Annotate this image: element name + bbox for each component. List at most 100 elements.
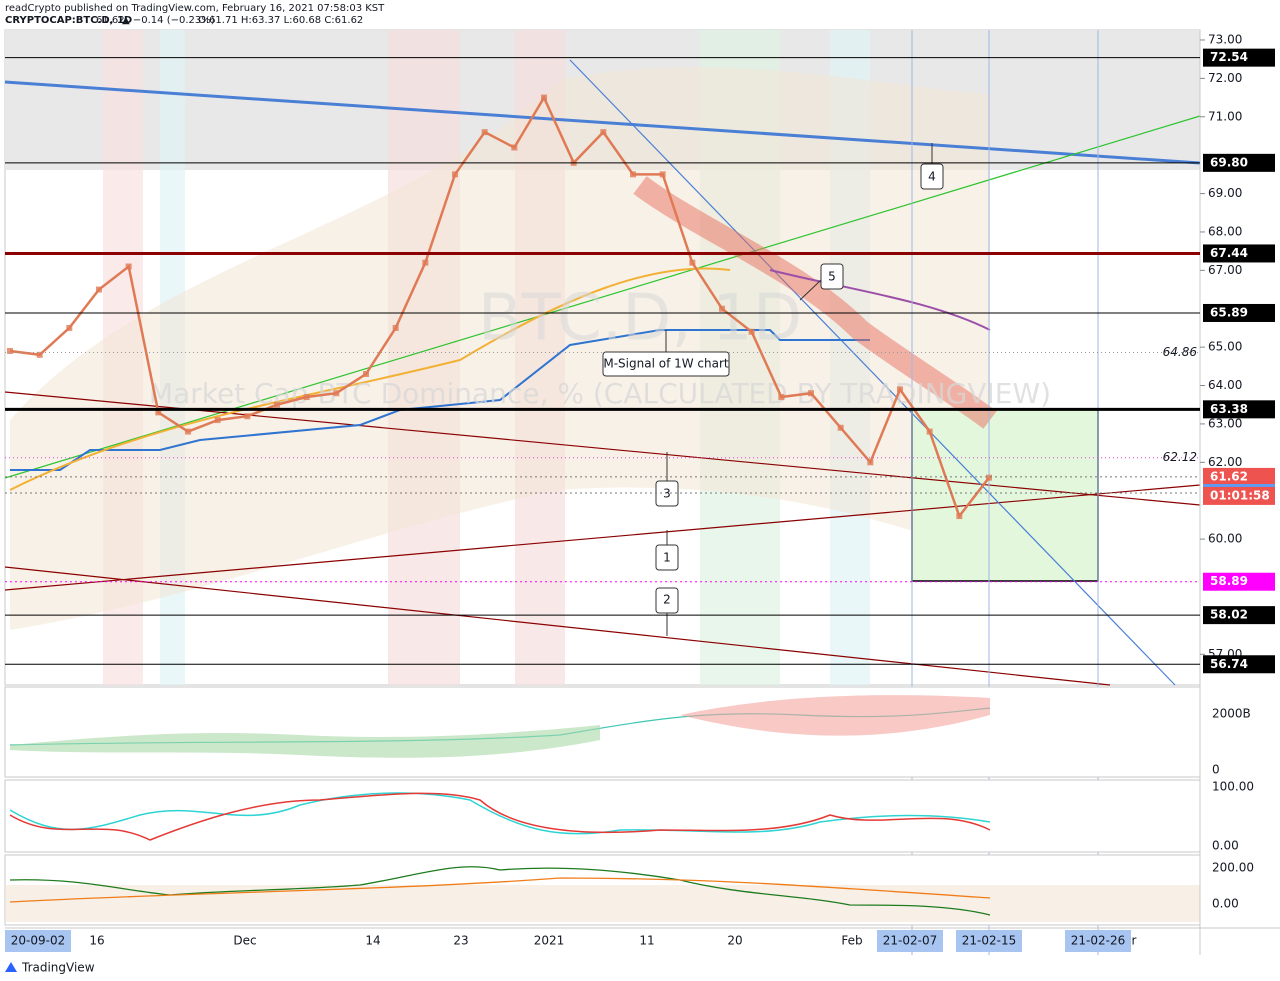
candle-close bbox=[333, 390, 340, 397]
candle-close bbox=[541, 94, 547, 101]
time-label: 20 bbox=[727, 934, 742, 948]
momentum-signal bbox=[9, 877, 991, 903]
time-tag bbox=[877, 930, 943, 952]
envelope bbox=[10, 67, 990, 630]
candle-close bbox=[185, 428, 191, 435]
candle-close bbox=[837, 424, 844, 431]
candle-close bbox=[659, 171, 666, 178]
annotation-text: 4 bbox=[928, 170, 936, 184]
candle-close bbox=[452, 171, 458, 178]
time-label: Dec bbox=[233, 934, 256, 948]
trendline bbox=[4, 484, 1201, 591]
indicator-scale-label: 2000B bbox=[1212, 707, 1251, 721]
candle-close bbox=[214, 417, 221, 424]
price-tag-label: 56.74 bbox=[1210, 657, 1248, 671]
candle-close bbox=[630, 171, 636, 178]
candle-close bbox=[392, 324, 399, 331]
time-label: 11 bbox=[639, 934, 654, 948]
indicator-scale-label: 0.00 bbox=[1212, 897, 1239, 911]
candle-close bbox=[96, 286, 102, 293]
candle-close bbox=[897, 386, 903, 393]
price-tag-label: 72.54 bbox=[1210, 50, 1248, 64]
volume-pane bbox=[4, 686, 1201, 778]
price-tag bbox=[1203, 153, 1275, 172]
candle-close bbox=[155, 409, 162, 416]
price-tick-label: 73.00 bbox=[1208, 32, 1242, 46]
candle-close bbox=[778, 394, 785, 401]
price-tick-label: 71.00 bbox=[1208, 109, 1242, 123]
candle-close bbox=[422, 259, 429, 266]
trendline bbox=[569, 59, 1176, 686]
price-tag bbox=[1203, 48, 1275, 67]
price-tag-label: 63.38 bbox=[1210, 402, 1248, 416]
oscillator-pane bbox=[4, 779, 1201, 853]
candle-close bbox=[125, 263, 132, 270]
price-tag-label: 69.80 bbox=[1210, 155, 1248, 169]
last-price: 61.62 bbox=[96, 15, 125, 26]
candle-close bbox=[244, 413, 251, 420]
symbol: CRYPTOCAP:BTC.D, 1D bbox=[5, 15, 132, 26]
time-label: 20-09-02 bbox=[11, 934, 65, 948]
ma-line bbox=[769, 269, 991, 331]
time-label: 23 bbox=[453, 934, 468, 948]
price-tag-label: 67.44 bbox=[1210, 246, 1248, 260]
time-tag bbox=[956, 930, 1022, 952]
level-label: 62.12 bbox=[1163, 450, 1197, 464]
ohlc: O:61.71 H:63.37 L:60.68 C:61.62 bbox=[198, 15, 363, 26]
price-tag-label: 58.89 bbox=[1210, 574, 1248, 588]
countdown-tag bbox=[1203, 486, 1275, 505]
candle-close bbox=[748, 328, 755, 335]
price-tick-label: 67.00 bbox=[1208, 263, 1242, 277]
ma-line bbox=[9, 267, 731, 491]
watermark-symbol: BTC.D, 1D bbox=[478, 282, 802, 356]
price-tag bbox=[1203, 606, 1275, 625]
annotation: M-Signal of 1W chart 1 2 3 4 5 bbox=[602, 143, 944, 636]
candle-close bbox=[719, 305, 725, 312]
price-tick-label: 64.00 bbox=[1208, 378, 1242, 392]
price-tag bbox=[1203, 244, 1275, 263]
price-tick-label: 68.00 bbox=[1208, 224, 1242, 238]
price-tick-label: 69.00 bbox=[1208, 186, 1242, 200]
indicator-scale-label: 100.00 bbox=[1212, 780, 1254, 794]
time-label: 2021 bbox=[534, 934, 565, 948]
candle-close bbox=[481, 129, 488, 136]
indicator-scale-label: 0 bbox=[1212, 763, 1220, 777]
candle-close bbox=[926, 428, 933, 435]
time-label: 21-02-26 bbox=[1071, 934, 1125, 948]
candle-close bbox=[7, 347, 13, 354]
indicator-cloud bbox=[680, 695, 990, 736]
publish-line: readCrypto published on TradingView.com,… bbox=[5, 3, 385, 14]
candle-close bbox=[511, 144, 518, 151]
annotation-text: 1 bbox=[663, 551, 671, 565]
projection-box bbox=[911, 408, 1099, 582]
change: ▲ −0.14 (−0.23%) bbox=[122, 15, 215, 26]
time-label: 16 bbox=[89, 934, 104, 948]
level-label: 64.86 bbox=[1163, 345, 1198, 359]
oscillator-line bbox=[9, 792, 991, 841]
annotation-text: M-Signal of 1W chart bbox=[603, 357, 729, 371]
trendline bbox=[4, 566, 1111, 686]
momentum-zone bbox=[5, 885, 1200, 922]
price-tag-label: 65.89 bbox=[1210, 305, 1248, 319]
candle-close bbox=[303, 394, 310, 401]
trendline bbox=[4, 115, 1201, 479]
candle-close bbox=[808, 390, 814, 397]
candle-close bbox=[600, 129, 607, 136]
price-tag-label: 58.02 bbox=[1210, 608, 1248, 622]
candle-close bbox=[36, 351, 43, 358]
indicator-cloud bbox=[10, 725, 600, 758]
annotation-text: 5 bbox=[828, 270, 836, 284]
price-tick-label: 65.00 bbox=[1208, 340, 1242, 354]
trendline bbox=[4, 80, 1201, 165]
time-label: 21-02-15 bbox=[962, 934, 1016, 948]
time-tag bbox=[1065, 930, 1131, 952]
time-label: 14 bbox=[365, 934, 380, 948]
time-tag bbox=[5, 930, 71, 952]
watermark-description: Market Cap BTC Dominance, % (CALCULATED … bbox=[149, 377, 1051, 410]
annotation-text: 2 bbox=[663, 593, 671, 607]
candle-close bbox=[274, 401, 280, 408]
price-tick-label: 62.00 bbox=[1208, 455, 1242, 469]
candle-close bbox=[956, 513, 963, 520]
candle-close bbox=[66, 324, 73, 331]
ma-band bbox=[633, 176, 997, 429]
